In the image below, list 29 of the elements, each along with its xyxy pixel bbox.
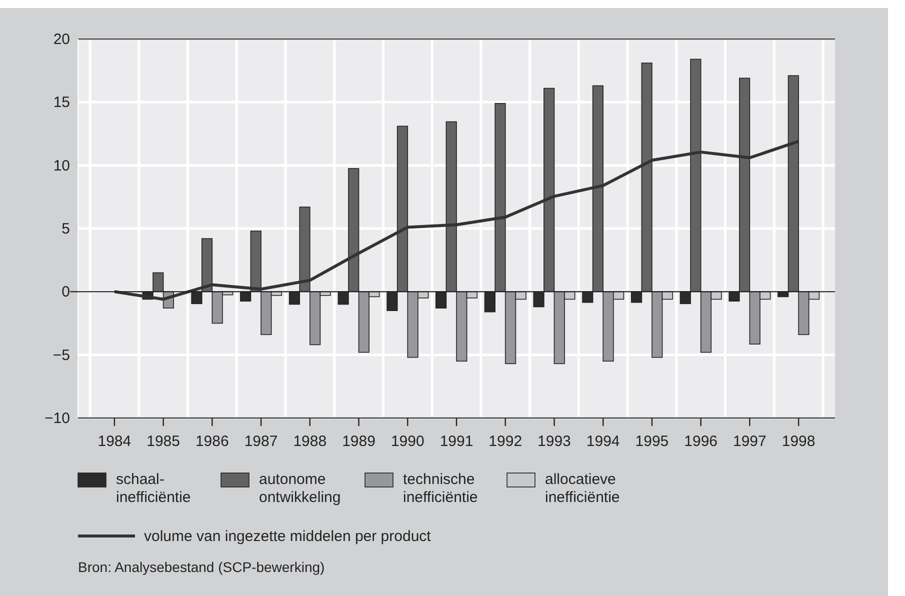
- x-tick-label: 1990: [390, 433, 424, 450]
- legend-label: autonome ontwikkeling: [259, 471, 341, 506]
- x-tick-label: 1996: [684, 433, 718, 450]
- x-tick-label: 1987: [244, 433, 278, 450]
- line-series: [112, 140, 800, 301]
- text: Bron: Analysebestand (SCP-bewerking): [78, 559, 325, 575]
- y-tick-label: 10: [53, 157, 70, 174]
- x-tick-label: 1998: [782, 433, 816, 450]
- legend-label: schaal-inefficiëntie: [116, 471, 191, 506]
- x-tick-label: 1993: [538, 433, 571, 450]
- x-tick-label: 1994: [586, 433, 620, 450]
- y-tick-label: −10: [44, 410, 70, 427]
- x-tick-label: 1985: [146, 433, 180, 450]
- x-tick-label: 1992: [488, 433, 522, 450]
- x-tick-label: 1989: [342, 433, 376, 450]
- legend-label: volume van ingezette middelen per product: [144, 528, 432, 545]
- y-tick-label: 0: [62, 284, 70, 301]
- x-tick-label: 1997: [733, 433, 766, 450]
- x-tick-label: 1995: [635, 433, 669, 450]
- y-tick-label: 5: [62, 220, 70, 238]
- x-tick-label: 1988: [293, 433, 327, 450]
- y-tick-label: 20: [53, 31, 70, 48]
- y-tick-label: 15: [53, 94, 70, 112]
- legend-label: technische inefficiëntie: [403, 471, 478, 506]
- y-tick-label: −5: [52, 346, 70, 364]
- x-tick-label: 1991: [440, 433, 474, 450]
- x-tick-label: 1986: [195, 433, 229, 450]
- legend-label: allocatieve inefficiëntie: [545, 471, 620, 506]
- x-tick-label: 1984: [98, 433, 132, 450]
